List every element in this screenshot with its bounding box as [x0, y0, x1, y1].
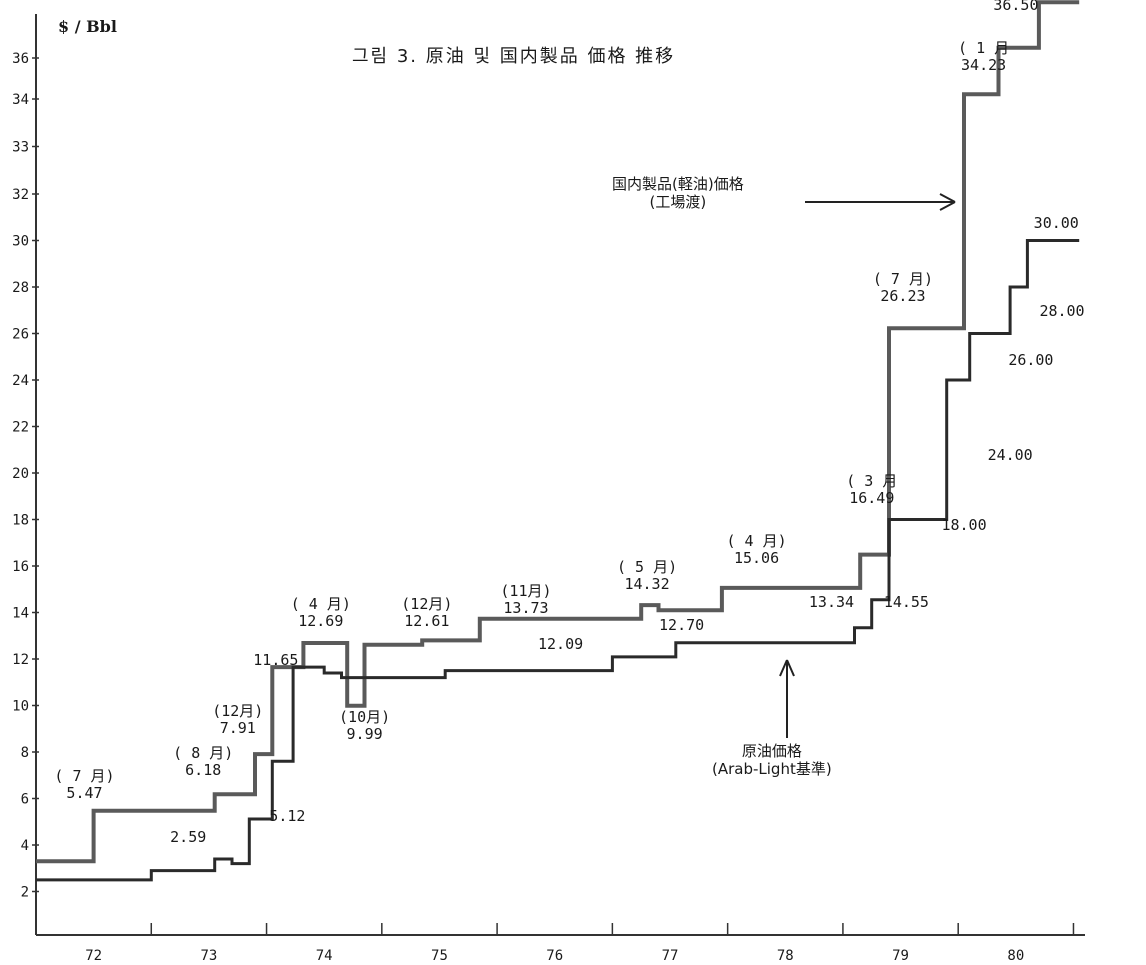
data-label: (12月) 12.61 — [401, 595, 453, 631]
data-label: 30.00 — [1033, 213, 1079, 232]
y-axis-unit: $ / Bbl — [58, 17, 117, 36]
y-tick-label: 36 — [12, 51, 29, 67]
data-label: 12.09 — [538, 634, 584, 653]
data-label: 12.70 — [659, 616, 705, 635]
y-tick-label: 28 — [12, 280, 29, 296]
y-tick-label: 8 — [21, 745, 29, 761]
product-price-line — [36, 0, 1080, 864]
data-label: ( 8 月) 6.18 — [173, 744, 234, 780]
y-tick-label: 34 — [12, 92, 29, 108]
y-tick-label: 12 — [12, 652, 29, 668]
data-label: 18.00 — [941, 516, 987, 535]
y-tick-label: 32 — [12, 187, 29, 203]
y-tick-label: 30 — [12, 234, 29, 250]
crude-arrow-head — [779, 659, 795, 677]
chart-title: 그림 3. 原油 및 国内製品 価格 推移 — [352, 46, 676, 67]
crude-price-line — [36, 239, 1080, 882]
y-tick-label: 24 — [12, 373, 29, 389]
y-tick-label: 2 — [21, 885, 29, 901]
data-label: (12月) 7.91 — [212, 702, 264, 738]
y-tick-label: 6 — [21, 792, 29, 808]
product-price-label: 国内製品(軽油)価格 (工場渡) — [612, 175, 744, 211]
y-tick-label: 4 — [21, 838, 29, 854]
data-label: 13.34 — [808, 592, 855, 611]
data-label: 11.65 — [253, 651, 299, 670]
data-label: ( 4 月) 15.06 — [726, 532, 787, 568]
product-arrow-head — [939, 193, 956, 211]
data-label: ( 7 月) 26.23 — [872, 269, 934, 305]
y-tick-label: 33 — [12, 140, 29, 156]
y-tick-label: 20 — [12, 466, 29, 482]
x-tick-label: 78 — [777, 948, 794, 964]
x-tick-label: 74 — [316, 948, 333, 964]
y-tick-label: 14 — [12, 606, 29, 622]
data-label: ( 5 月) 14.32 — [616, 558, 678, 594]
data-label: ( 4 月) 12.69 — [290, 595, 351, 631]
data-label: ( 1 月 34.23 — [958, 38, 1010, 74]
data-label: ( 7 月) 5.47 — [54, 767, 115, 803]
crude-price-label: 原油価格 (Arab-Light基準) — [712, 742, 832, 778]
x-tick-label: 72 — [85, 948, 102, 964]
data-label: 2.59 — [170, 827, 207, 846]
data-label: ( 3 月 16.49 — [846, 472, 898, 507]
y-tick-label: 26 — [12, 327, 29, 343]
data-label: 14.55 — [883, 592, 929, 611]
x-tick-label: 80 — [1007, 948, 1024, 964]
data-label: (10月) 9.99 — [339, 707, 391, 743]
y-tick-label: 10 — [12, 699, 29, 715]
data-label: 28.00 — [1039, 302, 1085, 321]
data-label: (11月) 13.73 — [500, 582, 552, 618]
x-tick-label: 79 — [892, 948, 909, 964]
y-tick-label: 16 — [12, 559, 29, 575]
data-label: 24.00 — [987, 446, 1033, 465]
x-tick-label: 75 — [431, 948, 448, 964]
x-tick-label: 77 — [662, 948, 679, 964]
y-tick-label: 22 — [12, 420, 29, 436]
y-tick-label: 18 — [12, 513, 29, 529]
x-tick-label: 76 — [546, 948, 563, 964]
data-label: 26.00 — [1008, 351, 1054, 370]
data-label: ( 8 月) 36.50 — [993, 0, 1039, 15]
x-tick-label: 73 — [200, 948, 217, 964]
data-label: 5.12 — [269, 806, 306, 825]
